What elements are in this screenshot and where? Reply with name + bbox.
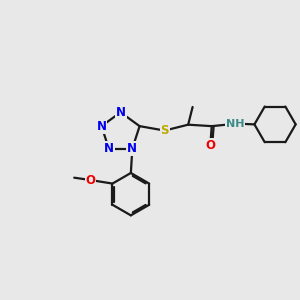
Text: N: N — [97, 120, 106, 133]
Text: S: S — [160, 124, 169, 137]
Text: N: N — [104, 142, 114, 155]
Text: N: N — [116, 106, 126, 119]
Text: NH: NH — [226, 119, 244, 129]
Text: O: O — [205, 139, 215, 152]
Text: N: N — [127, 142, 137, 155]
Text: O: O — [85, 173, 95, 187]
